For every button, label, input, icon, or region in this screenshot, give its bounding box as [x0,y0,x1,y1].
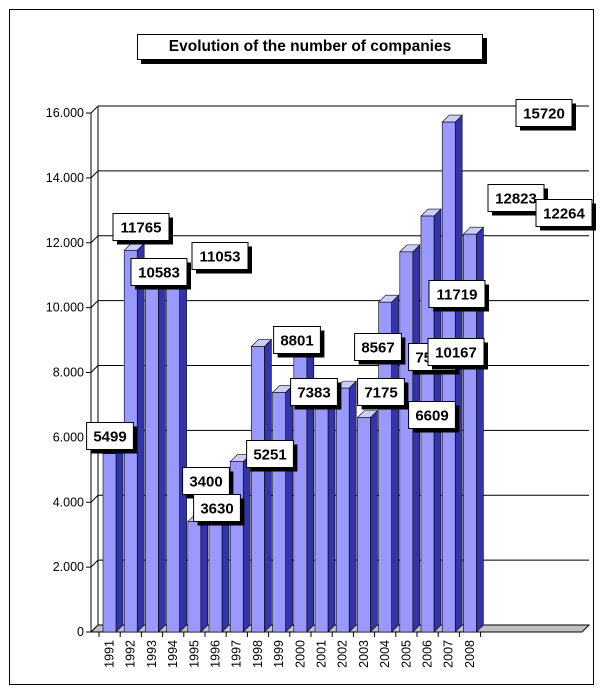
bar [357,417,371,633]
bar-side [264,338,272,633]
data-label-box [246,440,294,468]
bar [399,251,414,633]
bar-side [179,265,187,633]
data-label: 5251 [253,447,286,464]
bar-side [221,506,230,633]
x-tick-label: 1991 [103,640,117,668]
data-label-box [487,184,545,212]
bar [272,392,286,633]
bar [251,346,265,633]
y-tick-label: 4.000 [53,495,84,509]
gridline-side [90,235,99,244]
chart-title-box: Evolution of the number of companies [137,34,483,60]
data-label: 10583 [138,265,180,282]
data-label-box [290,378,338,406]
x-tick-label: 1999 [272,640,286,668]
data-label-box [535,199,593,227]
x-tick-label: 1998 [251,640,265,668]
data-label-box [427,338,485,366]
data-label-box [86,422,134,450]
bar [463,233,477,633]
data-label-box [354,333,402,361]
data-label: 7175 [364,385,397,402]
data-label-box [273,326,321,354]
y-tick-label: 0 [77,625,84,639]
x-tick-label: 2001 [315,640,329,668]
data-label-box [515,99,573,127]
x-tick-label: 1997 [230,640,244,668]
y-tick-label: 12.000 [46,236,84,250]
data-label: 11719 [437,287,478,304]
bar [166,273,180,633]
y-tick-label: 6.000 [53,430,84,444]
x-tick-label: 1994 [166,640,180,668]
bar-side [412,244,421,633]
data-label: 15720 [523,106,565,123]
y-tick-label: 16.000 [46,106,84,120]
data-label-box [191,242,249,270]
data-label: 11765 [121,220,162,237]
bar [208,513,223,633]
x-tick-label: 2006 [421,640,435,668]
bar [187,521,202,633]
bar-side [370,409,378,633]
y-tick-label: 2.000 [53,560,84,574]
bar [145,288,159,633]
bar-side [158,280,166,633]
bar-side [136,242,145,633]
data-label-box [408,401,456,429]
x-tick-label: 1993 [145,640,159,668]
bar-side [327,391,336,633]
x-tick-label: 2005 [399,640,413,668]
chart-title: Evolution of the number of companies [168,38,452,55]
x-tick-label: 2003 [357,640,371,668]
data-label-box [130,258,188,286]
data-label-box [182,467,230,495]
x-tick-label: 1995 [187,640,201,668]
gridline-side [90,300,99,308]
x-tick-label: 2007 [442,640,456,668]
data-label-box [193,494,241,522]
data-label: 12264 [543,206,585,223]
y-tick-label: 8.000 [53,366,84,380]
bar-side [115,445,124,633]
data-label-box [112,213,170,241]
x-tick-label: 1996 [209,640,223,668]
gridline-side [90,105,99,114]
bar [335,387,350,633]
bar-side [200,513,209,633]
bar-side [242,453,251,633]
bar [441,121,456,633]
gridline-side [90,494,99,503]
x-tick-label: 1992 [124,640,138,668]
y-tick-label: 10.000 [46,301,84,315]
data-label: 8801 [280,333,313,350]
x-tick-label: 2004 [378,640,392,668]
gridline-side [90,365,99,373]
x-tick-label: 2002 [336,640,350,668]
data-label: 12823 [495,191,537,208]
bar [314,398,329,633]
data-label: 3400 [189,474,222,491]
y-tick-label: 14.000 [46,171,84,185]
data-label: 11053 [200,249,241,266]
data-label: 3630 [200,501,233,518]
data-label-box [428,280,486,308]
x-tick-label: 2008 [463,640,477,668]
data-label: 10167 [435,345,477,362]
gridline-side [90,170,99,179]
data-label: 5499 [93,429,126,446]
data-label: 6609 [415,408,448,425]
x-tick-label: 2000 [293,640,307,668]
gridline-side [90,559,99,568]
bar [102,453,117,633]
bar-side [285,384,293,633]
data-label: 8567 [361,340,394,357]
data-label-box [357,378,405,406]
bar-side [348,380,357,633]
data-label: 7383 [297,385,330,402]
